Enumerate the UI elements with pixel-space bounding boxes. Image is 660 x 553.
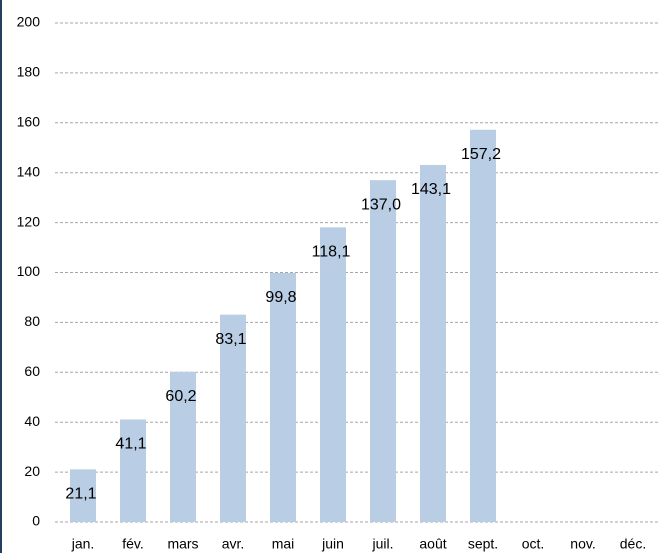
y-tick-label: 100 <box>17 263 41 279</box>
x-tick-label: juin <box>321 536 344 552</box>
x-tick-label: mars <box>167 536 198 552</box>
y-tick-label: 140 <box>17 163 41 179</box>
value-label: 137,0 <box>361 196 401 213</box>
y-tick-label: 200 <box>17 14 41 30</box>
bar <box>370 180 396 522</box>
value-label: 41,1 <box>115 436 146 453</box>
value-label: 99,8 <box>265 289 296 306</box>
x-tick-label: fév. <box>122 536 144 552</box>
value-label: 143,1 <box>411 181 451 198</box>
y-tick-label: 0 <box>32 513 40 529</box>
y-tick-label: 160 <box>17 114 41 130</box>
x-tick-label: déc. <box>620 536 646 552</box>
value-label: 21,1 <box>65 486 96 503</box>
value-label: 83,1 <box>215 331 246 348</box>
bar <box>220 314 246 522</box>
bar <box>270 272 296 522</box>
y-tick-label: 40 <box>24 413 40 429</box>
value-label: 157,2 <box>461 146 501 163</box>
value-label: 118,1 <box>312 244 351 261</box>
y-tick-label: 180 <box>17 64 41 80</box>
x-tick-label: oct. <box>522 536 545 552</box>
bar <box>320 227 346 522</box>
bar <box>420 164 446 522</box>
x-tick-label: sept. <box>468 536 498 552</box>
y-tick-label: 20 <box>24 463 40 479</box>
value-label: 60,2 <box>165 388 196 405</box>
x-tick-label: août <box>419 536 446 552</box>
bar <box>170 371 196 522</box>
y-tick-label: 120 <box>17 213 41 229</box>
bar <box>470 129 496 522</box>
bar <box>70 469 96 522</box>
x-tick-label: nov. <box>570 536 595 552</box>
y-tick-label: 60 <box>24 363 40 379</box>
x-tick-label: juil. <box>371 536 393 552</box>
x-tick-label: jan. <box>71 536 95 552</box>
x-tick-label: avr. <box>222 536 245 552</box>
bar <box>120 419 146 522</box>
y-tick-label: 80 <box>24 313 40 329</box>
x-tick-label: mai <box>272 536 295 552</box>
